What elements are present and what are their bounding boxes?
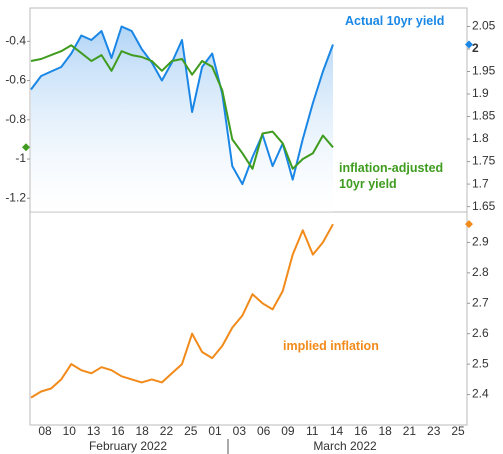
y-tick-label: 2.7 xyxy=(472,295,489,309)
series-line xyxy=(30,223,334,399)
x-tick-label: 25 xyxy=(451,424,465,438)
y-tick-label: 2.9 xyxy=(472,235,489,249)
x-tick-label: 03 xyxy=(233,424,247,438)
y-tick-label: 2.5 xyxy=(472,356,489,370)
y-tick-label: -0.8 xyxy=(5,112,26,126)
y-tick-label: -0.6 xyxy=(5,73,26,87)
x-tick-label: 22 xyxy=(160,424,174,438)
y-tick-label: 2.8 xyxy=(472,265,489,279)
x-tick-label: 23 xyxy=(427,424,441,438)
y-tick-label: 2.4 xyxy=(472,387,489,401)
series-label: implied inflation xyxy=(283,339,379,353)
y-tick-label: 2.6 xyxy=(472,326,489,340)
x-tick-label: 18 xyxy=(378,424,392,438)
x-tick-label: 16 xyxy=(354,424,368,438)
last-value-marker xyxy=(465,220,473,229)
y2-tick-label: 2.05 xyxy=(472,19,496,33)
x-tick-label: 21 xyxy=(403,424,417,438)
series-line xyxy=(30,44,334,170)
month-label: February 2022 xyxy=(89,439,167,453)
y-tick-label: -1 xyxy=(15,151,26,165)
x-tick-label: 16 xyxy=(111,424,125,438)
y-tick-label: -0.4 xyxy=(5,34,26,48)
x-tick-label: 09 xyxy=(281,424,295,438)
y2-tick-label: 1.85 xyxy=(472,109,496,123)
x-tick-label: 10 xyxy=(63,424,77,438)
last-value-marker xyxy=(465,40,473,49)
y2-tick-label: 1.8 xyxy=(472,131,489,145)
y2-tick-label: 1.9 xyxy=(472,86,489,100)
x-tick-label: 25 xyxy=(184,424,198,438)
y-tick-label: -1.2 xyxy=(5,190,26,204)
y2-tick-label: 1.7 xyxy=(472,176,489,190)
x-tick-label: 01 xyxy=(208,424,222,438)
bottom-panel-frame xyxy=(29,211,468,426)
x-tick-label: 06 xyxy=(257,424,271,438)
y2-tick-label: 2 xyxy=(472,41,479,55)
month-label: March 2022 xyxy=(313,439,377,453)
last-value-marker xyxy=(22,143,30,152)
x-tick-label: 13 xyxy=(87,424,101,438)
y2-tick-label: 1.95 xyxy=(472,64,496,78)
y2-tick-label: 1.65 xyxy=(472,199,496,213)
x-tick-label: 18 xyxy=(135,424,149,438)
x-tick-label: 14 xyxy=(330,424,344,438)
series-label: Actual 10yr yield xyxy=(345,14,445,28)
series-label: inflation-adjusted 10yr yield xyxy=(339,161,444,191)
y2-tick-label: 1.75 xyxy=(472,154,496,168)
x-tick-label: 08 xyxy=(38,424,52,438)
area xyxy=(31,26,333,212)
x-tick-label: 11 xyxy=(306,424,319,438)
